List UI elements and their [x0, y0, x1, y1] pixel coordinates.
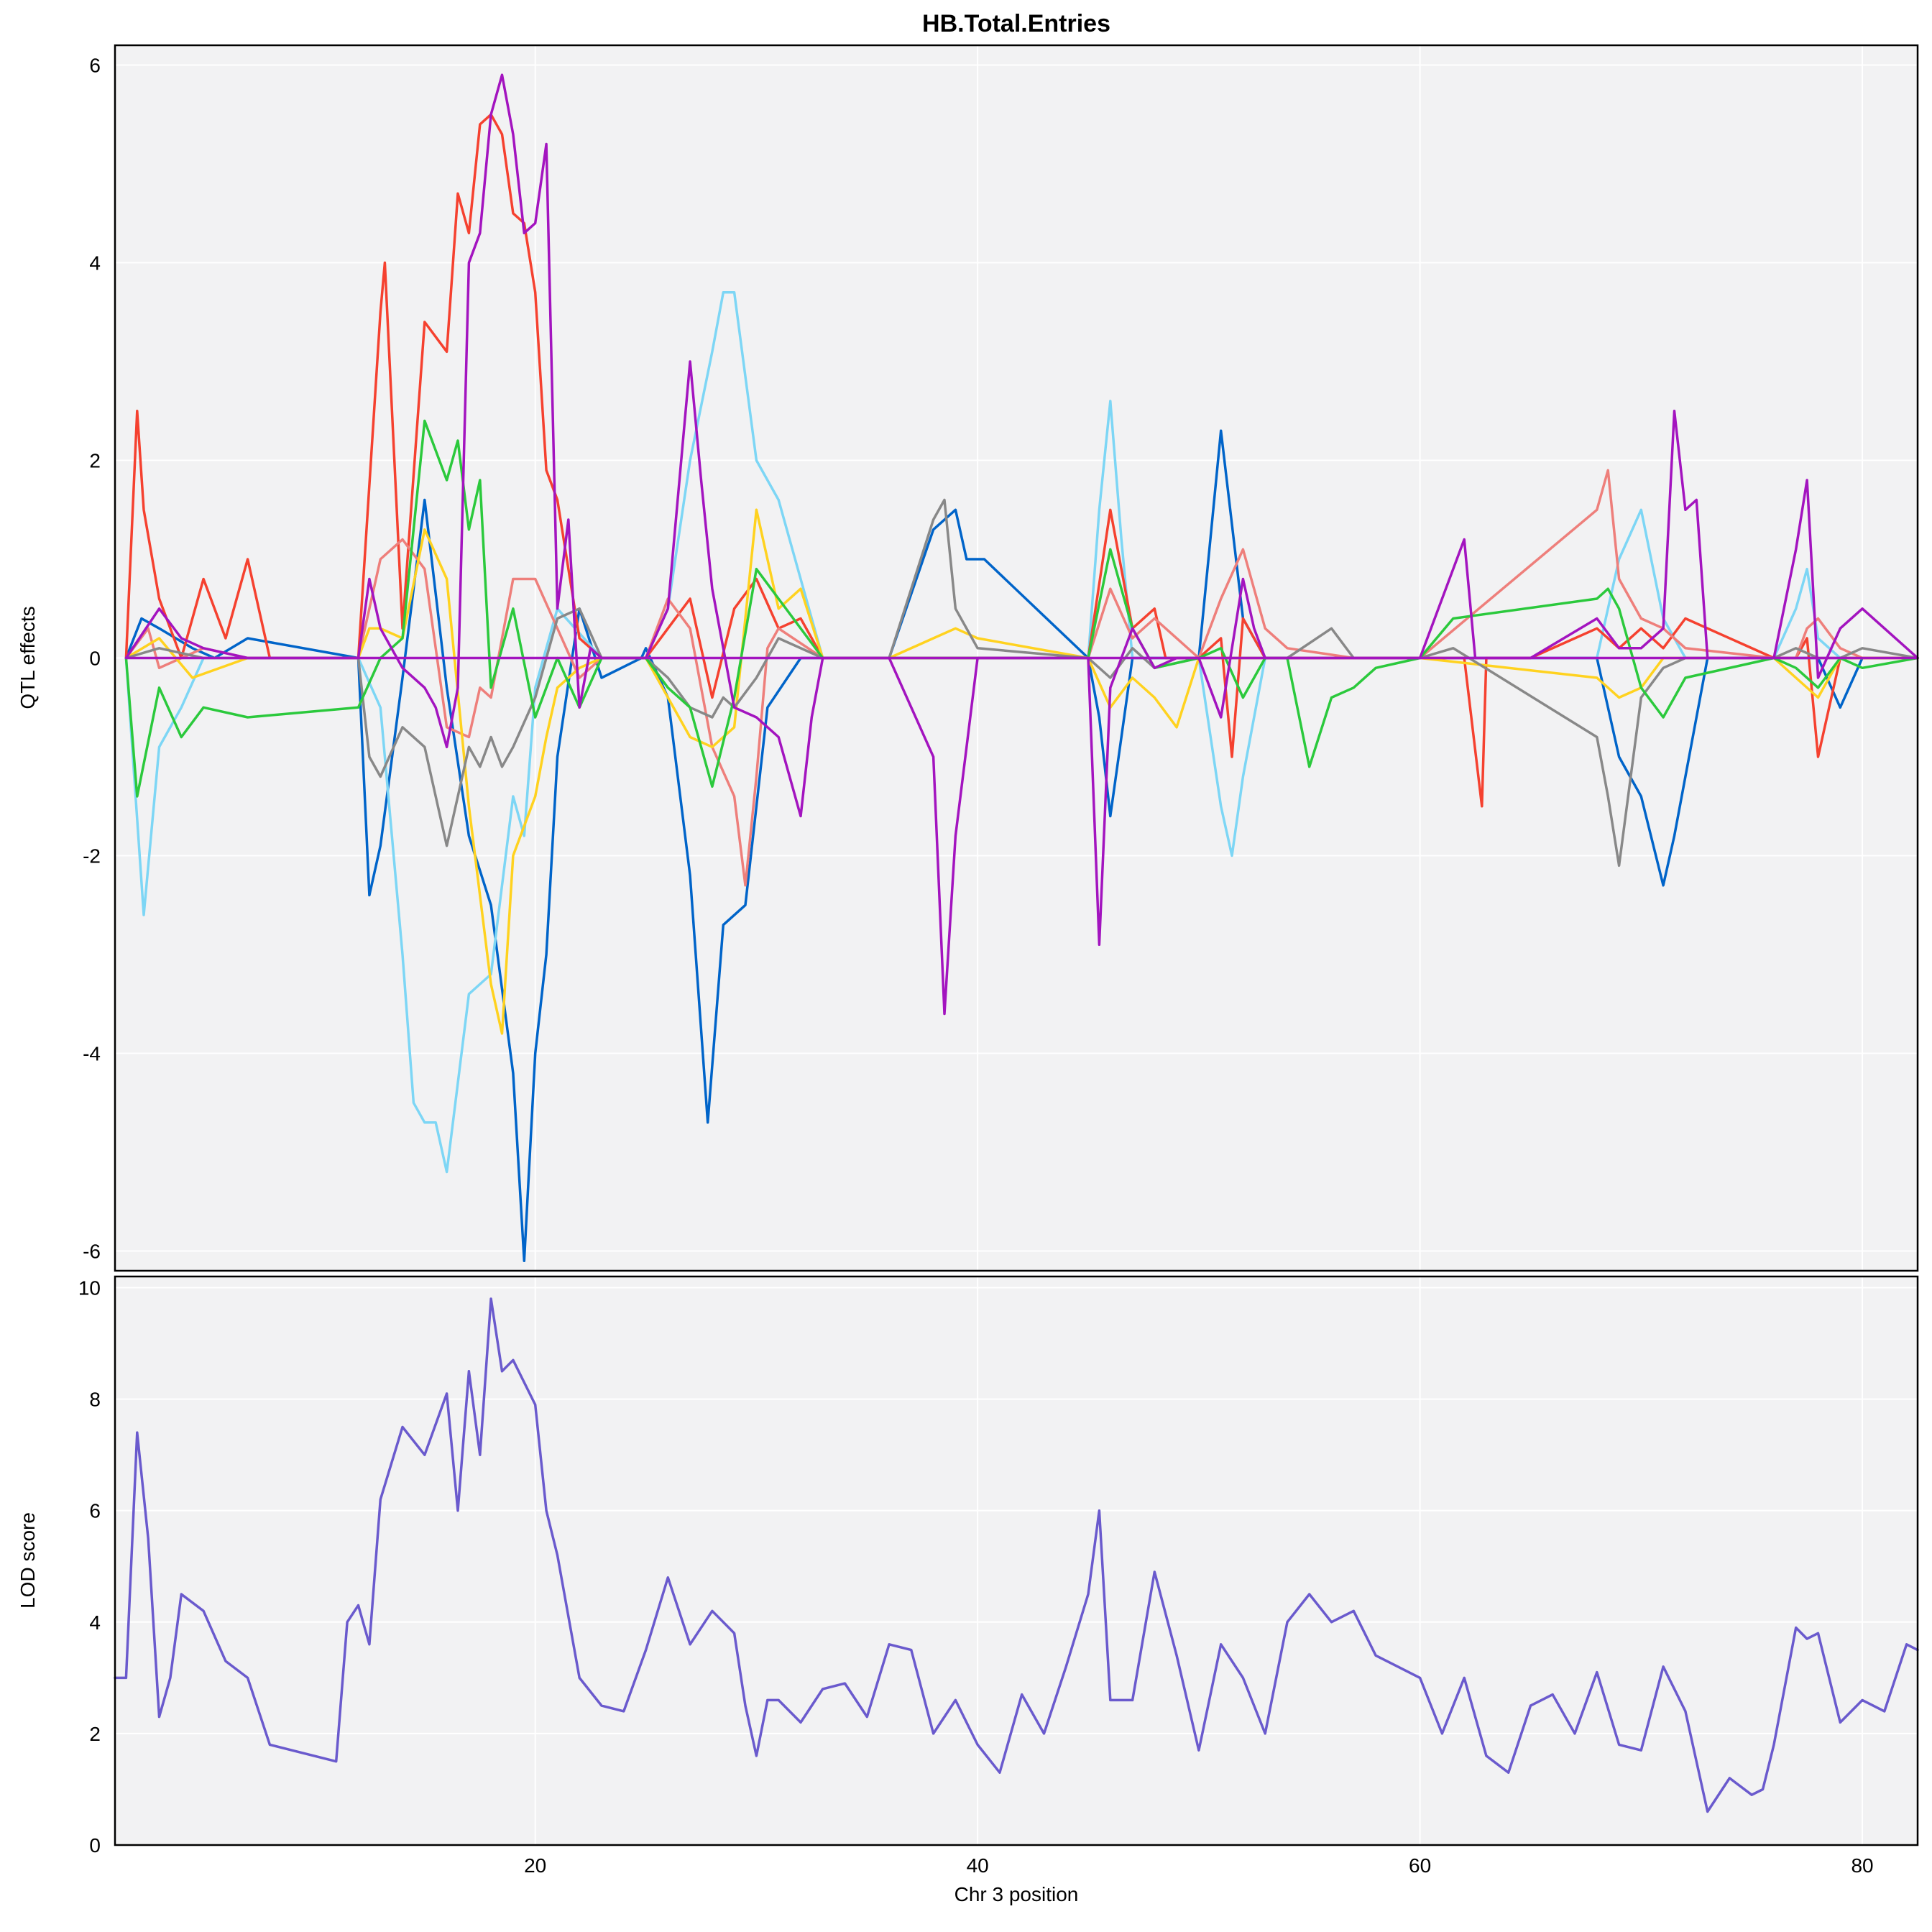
effects-y-tick-label: 4	[89, 252, 101, 275]
lod-y-tick-label: 10	[78, 1277, 101, 1300]
effects-y-tick-label: 6	[89, 55, 101, 77]
lod-y-tick-label: 4	[89, 1611, 101, 1634]
x-axis-ticks: 20 40 60 80	[524, 1854, 1874, 1877]
effects-y-tick-label: -4	[83, 1043, 101, 1065]
x-tick-label: 60	[1409, 1854, 1431, 1877]
lod-panel-frame	[114, 1275, 1919, 1846]
effects-y-ticks: -6 -4 -2 0 2 4 6	[83, 55, 101, 1263]
effects-y-axis-label: QTL effects	[17, 606, 39, 709]
lod-panel-background	[115, 1276, 1918, 1845]
lod-panel: 0 2 4 6 8 10 LOD score	[17, 1275, 1919, 1857]
effects-series	[124, 73, 1919, 1263]
effects-y-tick-label: 0	[89, 648, 101, 670]
x-tick-label: 80	[1851, 1854, 1873, 1877]
x-axis-label: Chr 3 position	[954, 1883, 1079, 1905]
lod-y-tick-label: 2	[89, 1723, 101, 1745]
effects-y-tick-label: -6	[83, 1241, 101, 1263]
effects-series-line-3	[124, 469, 1919, 887]
effects-y-tick-label: -2	[83, 845, 101, 868]
effects-panel-frame	[114, 44, 1919, 1272]
effects-panel: -6 -4 -2 0 2 4 6 QTL effects	[17, 44, 1919, 1272]
effects-series-line-1	[124, 291, 1919, 1174]
x-tick-label: 20	[524, 1854, 546, 1877]
lod-series	[114, 1297, 1919, 1813]
lod-series-line-0	[114, 1297, 1919, 1813]
lod-y-tick-label: 6	[89, 1500, 101, 1522]
lod-y-axis-label: LOD score	[17, 1512, 39, 1609]
chart-title: HB.Total.Entries	[922, 10, 1110, 37]
x-tick-label: 40	[967, 1854, 989, 1877]
effects-y-tick-label: 2	[89, 450, 101, 472]
effects-series-line-4	[124, 508, 1919, 1035]
lod-y-tick-label: 8	[89, 1389, 101, 1411]
effects-series-line-2	[124, 113, 1919, 808]
lod-y-tick-label: 0	[89, 1834, 101, 1857]
lod-y-ticks: 0 2 4 6 8 10	[78, 1277, 101, 1857]
